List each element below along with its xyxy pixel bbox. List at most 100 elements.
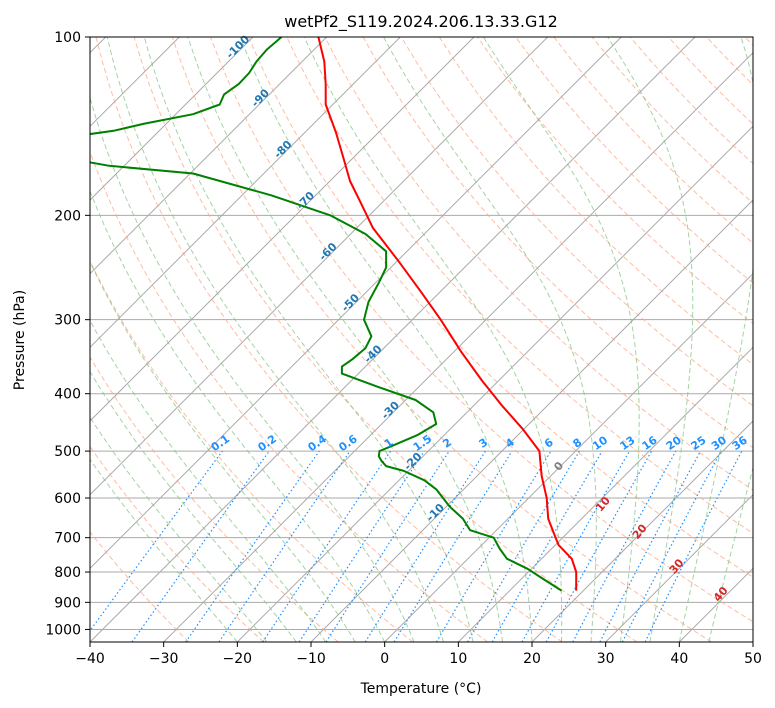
x-tick-label: −40 — [75, 651, 105, 667]
isotherm-line — [163, 51, 753, 642]
y-tick-label: 400 — [54, 387, 81, 403]
dry-adiabat-line — [248, 37, 753, 578]
isotherm-line — [90, 37, 549, 496]
moist-adiabat-label: 40 — [711, 584, 731, 604]
isotherm-line — [236, 125, 753, 642]
x-tick-label: −20 — [223, 651, 253, 667]
mixing-ratio-line — [325, 450, 450, 642]
mixing-ratio-line — [521, 450, 631, 642]
isotherm-line — [310, 199, 753, 642]
isotherm-line — [90, 37, 401, 349]
mixing-ratio-line — [466, 450, 580, 642]
isotherm-line — [90, 37, 475, 422]
isotherm-line — [384, 272, 753, 642]
mixing-ratio-line — [393, 450, 513, 642]
mixing-ratio-label: 6 — [542, 436, 556, 451]
dry-adiabat-line — [362, 37, 753, 449]
x-tick-label: 50 — [744, 651, 762, 667]
mixing-ratio-line — [262, 450, 392, 642]
moist-adiabat-line — [143, 37, 474, 642]
x-tick-label: 0 — [380, 651, 389, 667]
dry-adiabat-line — [171, 37, 712, 642]
chart-title: wetPf2_S119.2024.206.13.33.G12 — [284, 12, 558, 32]
dry-adiabat-line — [90, 356, 339, 642]
dry-adiabat-line — [133, 37, 638, 642]
dry-adiabat-line — [400, 37, 753, 407]
y-tick-label: 800 — [54, 565, 81, 581]
moist-adiabat-line — [303, 37, 563, 642]
profile-series-line — [90, 37, 563, 592]
mixing-ratio-label: 36 — [730, 433, 750, 453]
background-lines — [90, 37, 753, 642]
mixing-ratio-label: 2 — [440, 436, 454, 451]
isotherm-label: -80 — [271, 138, 294, 161]
x-tick-label: 30 — [597, 651, 615, 667]
moist-adiabat-line — [187, 37, 503, 642]
isotherm-line — [678, 567, 753, 642]
dry-adiabat-line — [591, 37, 753, 204]
moist-adiabat-line — [90, 189, 386, 642]
mixing-ratio-line — [644, 450, 743, 642]
dry-adiabat-line — [90, 531, 190, 642]
x-axis-label: Temperature (°C) — [360, 681, 482, 697]
moist-adiabat-label: 0 — [551, 459, 566, 473]
isotherm-line — [90, 37, 622, 570]
mixing-ratio-line — [185, 450, 320, 642]
mixing-ratio-line — [131, 450, 270, 642]
x-tick-label: 20 — [523, 651, 541, 667]
moist-adiabat-line — [239, 37, 533, 642]
plot-frame — [89, 36, 754, 643]
y-tick-label: 600 — [54, 491, 81, 507]
x-tick-label: 40 — [670, 651, 688, 667]
axis-ticks: −40 −30 −20 −10 0 10 20 30 40 5010020030040050060… — [45, 30, 762, 667]
dry-adiabat-line — [90, 445, 264, 642]
x-tick-label: −10 — [296, 651, 326, 667]
moist-adiabat-line — [678, 37, 753, 642]
x-tick-label: 10 — [449, 651, 467, 667]
mixing-ratio-line — [218, 450, 351, 642]
mixing-ratio-label: 8 — [571, 436, 585, 451]
profile-series-line — [317, 37, 578, 591]
y-tick-label: 100 — [54, 30, 81, 46]
isotherm-line — [531, 420, 753, 642]
dry-adiabat-line — [90, 150, 488, 642]
isotherm-label: -40 — [361, 342, 384, 365]
mixing-ratio-label: 16 — [640, 433, 660, 453]
moist-adiabat-line — [607, 37, 694, 642]
mixing-ratio-line — [545, 450, 653, 642]
dry-adiabat-line — [744, 37, 753, 47]
mixing-ratio-line — [572, 450, 677, 642]
isotherm-label: -90 — [249, 86, 272, 109]
dry-adiabat-line — [438, 37, 753, 366]
moist-adiabat-line — [90, 458, 238, 642]
moist-adiabat-line — [90, 416, 268, 642]
dry-adiabat-line — [210, 37, 753, 623]
moist-adiabat-line — [106, 37, 445, 642]
isotherm-label: -30 — [379, 398, 402, 421]
isotherm-line — [605, 493, 753, 642]
y-tick-label: 300 — [54, 313, 81, 329]
line-labels: 0.1 0.2 0.4 0.6 1 1.5 2 3 4 6 8 10 13 16 20 25 30 36-100-… — [209, 32, 750, 604]
isotherm-line — [752, 641, 753, 642]
isotherm-line — [90, 37, 328, 275]
mixing-ratio-line — [298, 450, 425, 642]
dry-adiabat-line — [706, 37, 753, 86]
moist-adiabat-line — [90, 260, 356, 642]
isotherm-label: -50 — [339, 291, 362, 314]
y-tick-label: 200 — [54, 208, 81, 224]
mixing-ratio-line — [90, 450, 223, 632]
dry-adiabat-line — [95, 37, 563, 642]
y-tick-label: 1000 — [45, 622, 81, 638]
dry-adiabat-line — [515, 37, 753, 284]
profile-lines — [90, 37, 578, 592]
dry-adiabat-line — [90, 259, 414, 642]
isotherm-label: -60 — [316, 240, 339, 263]
isotherm-line — [457, 346, 753, 642]
moist-adiabat-line — [482, 37, 640, 642]
isotherm-line — [90, 37, 254, 201]
y-tick-label: 500 — [54, 444, 81, 460]
mixing-ratio-label: 30 — [709, 433, 729, 453]
isotherm-label: -10 — [424, 501, 447, 524]
y-axis-label: Pressure (hPa) — [12, 290, 28, 390]
moist-adiabat-line — [90, 319, 327, 642]
